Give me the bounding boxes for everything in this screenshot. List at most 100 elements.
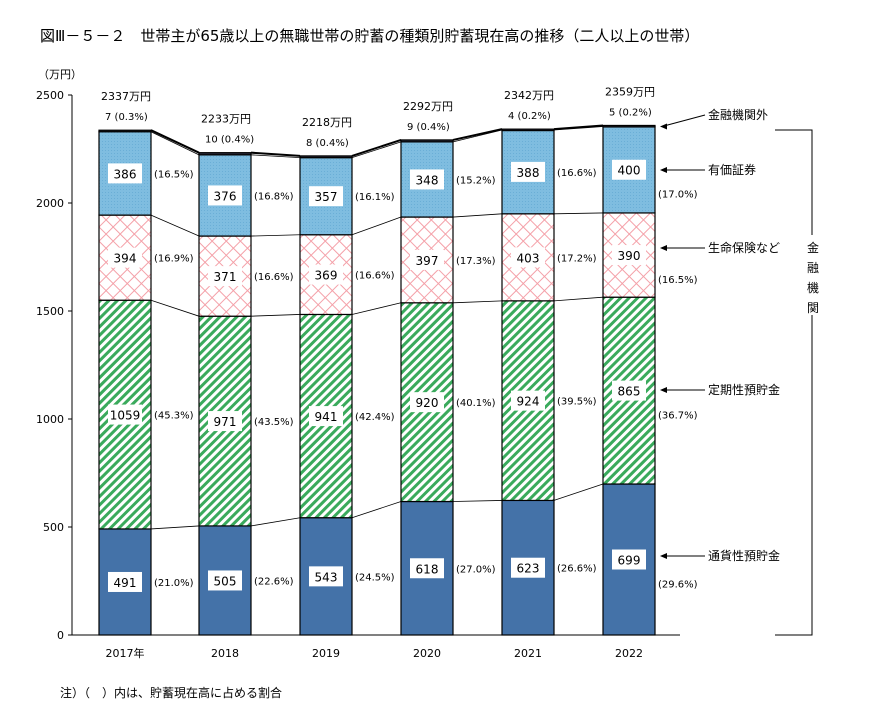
value-label: 971 xyxy=(214,415,237,429)
value-label: 388 xyxy=(517,166,540,180)
bar-segment xyxy=(602,124,656,128)
arrowhead-icon xyxy=(660,553,667,559)
value-label: 369 xyxy=(315,269,338,283)
value-label-bg xyxy=(410,392,444,413)
x-tick-label: 2020 xyxy=(413,647,441,660)
connector-line xyxy=(553,212,604,215)
pct-label: (40.1%) xyxy=(456,398,496,409)
pct-label: (16.6%) xyxy=(254,272,294,283)
pct-label: (22.6%) xyxy=(254,576,294,587)
y-tick-label: 1000 xyxy=(36,413,64,426)
value-label: 699 xyxy=(618,554,641,568)
value-label-bg xyxy=(309,264,343,285)
connector-line xyxy=(351,501,402,519)
pct-label: (16.5%) xyxy=(658,275,698,286)
pct-label: 4 (0.2%) xyxy=(508,111,551,122)
value-label: 505 xyxy=(214,574,237,588)
pct-label: 9 (0.4%) xyxy=(407,122,450,133)
pct-label: (45.3%) xyxy=(154,411,194,422)
total-label: 2218万円 xyxy=(302,116,352,129)
value-label: 394 xyxy=(114,252,137,266)
connector-line xyxy=(150,299,200,317)
value-label: 403 xyxy=(517,251,540,265)
pct-label: (24.5%) xyxy=(355,572,395,583)
value-label-bg xyxy=(511,557,545,578)
legend-label: 生命保険など xyxy=(708,240,780,255)
bracket-label: 関 xyxy=(807,301,819,315)
value-label: 386 xyxy=(114,167,137,181)
pct-label: (15.2%) xyxy=(456,175,496,186)
connector-line xyxy=(452,213,503,218)
bar-segment xyxy=(400,139,454,143)
bar-segment xyxy=(98,129,152,133)
value-label-bg xyxy=(108,404,142,425)
x-tick-label: 2017年 xyxy=(106,646,145,660)
value-label: 400 xyxy=(618,164,641,178)
value-label-bg xyxy=(108,163,142,184)
pct-label: 5 (0.2%) xyxy=(609,107,652,118)
bar-segment xyxy=(501,128,555,132)
value-label-bg xyxy=(511,161,545,182)
value-label-bg xyxy=(309,186,343,207)
value-label: 865 xyxy=(618,385,641,399)
legend-label: 有価証券 xyxy=(708,162,756,177)
value-label: 357 xyxy=(315,190,338,204)
y-unit-label: （万円） xyxy=(38,68,82,81)
value-label-bg xyxy=(208,185,242,206)
value-label-bg xyxy=(612,245,646,266)
value-label-bg xyxy=(612,159,646,180)
value-label: 348 xyxy=(416,173,439,187)
total-label: 2342万円 xyxy=(504,89,554,102)
x-tick-label: 2019 xyxy=(312,647,340,660)
pct-label: (36.7%) xyxy=(658,411,698,422)
pct-label: (42.4%) xyxy=(355,412,395,423)
connector-line xyxy=(351,141,402,159)
bracket xyxy=(775,129,813,636)
connector-line xyxy=(351,302,402,315)
pct-label: (43.5%) xyxy=(254,417,294,428)
value-label-bg xyxy=(511,390,545,411)
y-tick-label: 500 xyxy=(43,521,64,534)
connector-line xyxy=(150,214,200,237)
bracket-label: 機 xyxy=(807,280,819,295)
pct-label: (21.0%) xyxy=(154,578,194,589)
total-label: 2233万円 xyxy=(201,113,251,126)
value-label: 491 xyxy=(114,576,137,590)
value-label-bg xyxy=(410,169,444,190)
value-label-bg xyxy=(208,266,242,287)
bar-segment xyxy=(299,155,353,159)
pct-label: 8 (0.4%) xyxy=(306,138,349,149)
pct-label: (16.9%) xyxy=(154,254,194,265)
value-label: 1059 xyxy=(110,409,141,423)
arrowhead-icon xyxy=(660,387,667,393)
connector-line xyxy=(250,517,301,527)
x-tick-label: 2021 xyxy=(514,647,542,660)
value-label: 920 xyxy=(416,396,439,410)
y-tick-label: 2000 xyxy=(36,197,64,210)
arrowhead-icon xyxy=(660,123,667,130)
value-label: 618 xyxy=(416,562,439,576)
y-tick-label: 2500 xyxy=(36,89,64,102)
connector-line xyxy=(452,128,503,141)
bracket-label: 融 xyxy=(807,261,819,275)
arrowhead-icon xyxy=(660,245,667,251)
connector-line xyxy=(250,151,301,157)
connector-line xyxy=(553,124,604,131)
value-label-bg xyxy=(108,571,142,592)
y-tick-label: 1500 xyxy=(36,305,64,318)
value-label: 376 xyxy=(214,189,237,203)
bar-segment xyxy=(299,517,353,636)
connector-line xyxy=(452,300,503,304)
y-tick-label: 0 xyxy=(57,629,64,642)
value-label-bg xyxy=(309,566,343,587)
total-label: 2292万円 xyxy=(403,100,453,113)
pct-label: 7 (0.3%) xyxy=(105,112,148,123)
value-label: 371 xyxy=(214,270,237,284)
value-label-bg xyxy=(208,411,242,432)
pct-label: (17.0%) xyxy=(658,190,698,201)
value-label-bg xyxy=(511,247,545,268)
pct-label: (29.6%) xyxy=(658,580,698,591)
pct-label: (16.5%) xyxy=(154,169,194,180)
footnote: 注）（ ）内は、貯蓄現在高に占める割合 xyxy=(60,685,282,700)
connector-line xyxy=(150,129,200,154)
